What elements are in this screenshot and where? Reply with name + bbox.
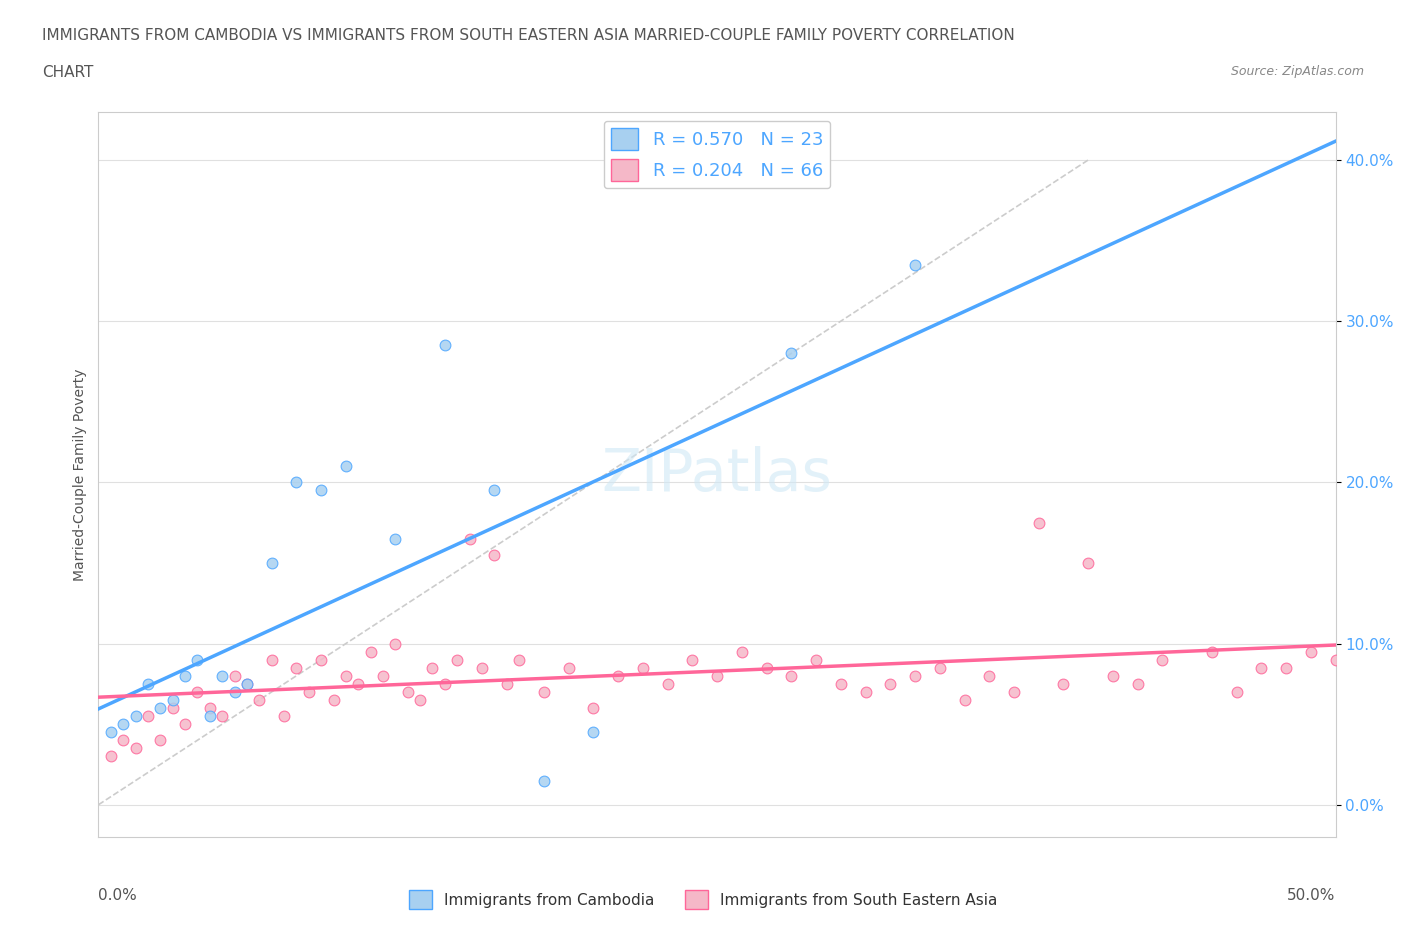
Point: [100, 749, 122, 764]
Point: [149, 700, 172, 715]
Point: [335, 669, 357, 684]
Point: [458, 531, 481, 546]
Point: [100, 724, 122, 739]
Point: [979, 669, 1001, 684]
Y-axis label: Married-Couple Family Poverty: Married-Couple Family Poverty: [73, 368, 87, 580]
Point: [446, 652, 468, 667]
Point: [433, 676, 456, 691]
Point: [273, 709, 295, 724]
Point: [149, 733, 172, 748]
Point: [409, 693, 432, 708]
Point: [360, 644, 382, 659]
Point: [236, 676, 259, 691]
Point: [198, 709, 221, 724]
Text: ZIPatlas: ZIPatlas: [602, 445, 832, 503]
Point: [1299, 644, 1322, 659]
Point: [830, 676, 852, 691]
Text: 0.0%: 0.0%: [98, 888, 138, 903]
Point: [124, 709, 146, 724]
Point: [706, 669, 728, 684]
Point: [174, 717, 197, 732]
Point: [124, 741, 146, 756]
Point: [260, 555, 283, 570]
Point: [755, 660, 778, 675]
Point: [309, 652, 332, 667]
Point: [112, 733, 135, 748]
Point: [174, 669, 197, 684]
Point: [607, 669, 630, 684]
Point: [136, 709, 159, 724]
Point: [780, 669, 803, 684]
Point: [285, 660, 308, 675]
Point: [347, 676, 370, 691]
Point: [495, 676, 517, 691]
Point: [1052, 676, 1074, 691]
Point: [855, 684, 877, 699]
Point: [112, 717, 135, 732]
Point: [309, 483, 332, 498]
Legend: R = 0.570   N = 23, R = 0.204   N = 66: R = 0.570 N = 23, R = 0.204 N = 66: [603, 121, 831, 188]
Point: [224, 684, 246, 699]
Point: [186, 652, 208, 667]
Point: [533, 773, 555, 788]
Point: [904, 258, 927, 272]
Point: [260, 652, 283, 667]
Point: [582, 700, 605, 715]
Point: [384, 531, 406, 546]
Point: [879, 676, 901, 691]
Point: [1028, 515, 1050, 530]
Point: [371, 669, 394, 684]
Point: [1152, 652, 1174, 667]
Point: [198, 700, 221, 715]
Point: [631, 660, 654, 675]
Text: Source: ZipAtlas.com: Source: ZipAtlas.com: [1230, 65, 1364, 78]
Point: [433, 338, 456, 352]
Point: [582, 724, 605, 739]
Point: [298, 684, 321, 699]
Point: [384, 636, 406, 651]
Point: [186, 684, 208, 699]
Point: [1077, 555, 1099, 570]
Point: [508, 652, 530, 667]
Point: [322, 693, 344, 708]
Point: [1250, 660, 1272, 675]
Point: [471, 660, 494, 675]
Point: [681, 652, 703, 667]
Point: [1226, 684, 1249, 699]
Point: [136, 676, 159, 691]
Point: [1275, 660, 1298, 675]
Point: [780, 346, 803, 361]
Point: [211, 709, 233, 724]
Legend: Immigrants from Cambodia, Immigrants from South Eastern Asia: Immigrants from Cambodia, Immigrants fro…: [402, 884, 1004, 915]
Point: [484, 483, 506, 498]
Point: [484, 548, 506, 563]
Point: [224, 669, 246, 684]
Point: [422, 660, 444, 675]
Point: [335, 458, 357, 473]
Point: [1002, 684, 1025, 699]
Text: IMMIGRANTS FROM CAMBODIA VS IMMIGRANTS FROM SOUTH EASTERN ASIA MARRIED-COUPLE FA: IMMIGRANTS FROM CAMBODIA VS IMMIGRANTS F…: [42, 28, 1015, 43]
Point: [162, 693, 184, 708]
Text: CHART: CHART: [42, 65, 94, 80]
Point: [1126, 676, 1149, 691]
Point: [396, 684, 419, 699]
Point: [731, 644, 754, 659]
Point: [557, 660, 579, 675]
Point: [1102, 669, 1125, 684]
Point: [533, 684, 555, 699]
Point: [928, 660, 950, 675]
Point: [1324, 652, 1347, 667]
Point: [236, 676, 259, 691]
Point: [953, 693, 976, 708]
Point: [1201, 644, 1223, 659]
Point: [285, 475, 308, 490]
Point: [162, 700, 184, 715]
Point: [657, 676, 679, 691]
Point: [904, 669, 927, 684]
Point: [804, 652, 827, 667]
Point: [211, 669, 233, 684]
Point: [247, 693, 270, 708]
Text: 50.0%: 50.0%: [1288, 888, 1336, 903]
